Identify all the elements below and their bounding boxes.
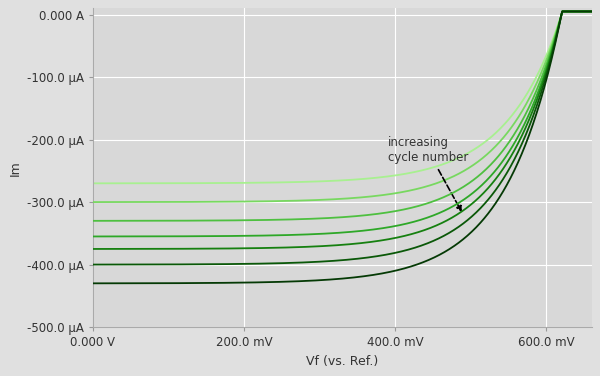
- X-axis label: Vf (vs. Ref.): Vf (vs. Ref.): [306, 355, 379, 368]
- Y-axis label: Im: Im: [8, 160, 22, 176]
- Text: increasing
cycle number: increasing cycle number: [388, 136, 468, 211]
